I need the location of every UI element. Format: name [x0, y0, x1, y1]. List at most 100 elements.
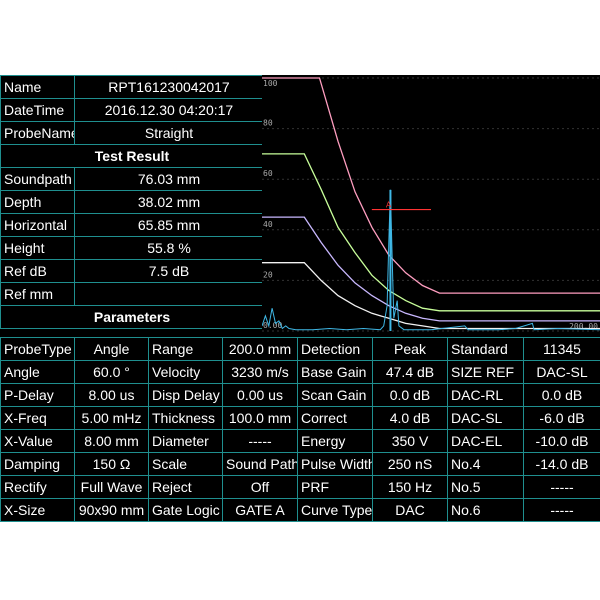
parameters-heading: Parameters [0, 305, 264, 329]
info-row: Height 55.8 % [0, 236, 264, 260]
parameter-label: Energy [297, 429, 373, 453]
parameter-label: X-Value [0, 429, 75, 453]
parameter-value: Angle [74, 337, 149, 361]
info-row: Horizontal 65.85 mm [0, 213, 264, 237]
parameter-value: 4.0 dB [372, 406, 448, 430]
x-end-label: 200.00 [569, 322, 598, 331]
parameter-row: Damping 150 Ω Scale Sound Path Pulse Width 25… [0, 452, 600, 476]
info-label-datetime: DateTime [0, 98, 75, 122]
info-value-name: RPT161230042017 [74, 75, 264, 99]
parameter-label: Base Gain [297, 360, 373, 384]
parameter-label: Thickness [148, 406, 223, 430]
parameter-value: 11345 [523, 337, 600, 361]
parameter-row: X-Freq 5.00 mHz Thickness 100.0 mm Correct 4.… [0, 406, 600, 430]
y-tick-label: 80 [263, 119, 273, 128]
dac-curve-sl [262, 153, 600, 312]
parameter-value: 250 nS [372, 452, 448, 476]
y-tick-label: 60 [263, 169, 273, 178]
parameter-label: No.6 [447, 498, 524, 522]
parameter-label: Rectify [0, 475, 75, 499]
parameter-value: 8.00 us [74, 383, 149, 407]
parameter-label: DAC-SL [447, 406, 524, 430]
parameter-row: P-Delay 8.00 us Disp Delay 0.00 us Scan Gain… [0, 383, 600, 407]
parameter-value: 90x90 mm [74, 498, 149, 522]
info-value-height: 55.8 % [74, 236, 264, 260]
y-tick-label: 40 [263, 220, 273, 229]
info-value-depth: 38.02 mm [74, 190, 264, 214]
parameter-row: Rectify Full Wave Reject Off PRF 150 Hz No.5 --… [0, 475, 600, 499]
info-label-soundpath: Soundpath [0, 167, 75, 191]
parameter-value: 5.00 mHz [74, 406, 149, 430]
parameter-value: DAC-SL [523, 360, 600, 384]
parameter-label: DAC-RL [447, 383, 524, 407]
parameter-label: No.5 [447, 475, 524, 499]
parameter-label: Angle [0, 360, 75, 384]
parameter-value: 0.0 dB [372, 383, 448, 407]
parameter-label: P-Delay [0, 383, 75, 407]
parameter-label: Disp Delay [148, 383, 223, 407]
info-label-refdb: Ref dB [0, 259, 75, 283]
parameter-value: 150 Hz [372, 475, 448, 499]
parameter-label: Correct [297, 406, 373, 430]
parameter-label: Scale [148, 452, 223, 476]
parameter-label: SIZE REF [447, 360, 524, 384]
parameter-value: -14.0 dB [523, 452, 600, 476]
section-row: Parameters [0, 305, 264, 329]
info-label-depth: Depth [0, 190, 75, 214]
parameter-value: 60.0 ° [74, 360, 149, 384]
info-row: DateTime 2016.12.30 04:20:17 [0, 98, 264, 122]
section-row: Test Result [0, 144, 264, 168]
parameter-value: Off [222, 475, 298, 499]
info-row: Ref mm [0, 282, 264, 306]
info-row: Ref dB 7.5 dB [0, 259, 264, 283]
info-label-probename: ProbeName [0, 121, 75, 145]
parameter-row: ProbeType Angle Range 200.0 mm Detection Peak… [0, 337, 600, 361]
info-row: Name RPT161230042017 [0, 75, 264, 99]
info-value-datetime: 2016.12.30 04:20:17 [74, 98, 264, 122]
parameter-label: X-Freq [0, 406, 75, 430]
parameter-label: Curve Type [297, 498, 373, 522]
parameter-row: X-Size 90x90 mm Gate Logic GATE A Curve Type… [0, 498, 600, 522]
dac-curve-rl [262, 77, 600, 294]
info-value-refdb: 7.5 dB [74, 259, 264, 283]
parameter-value: -10.0 dB [523, 429, 600, 453]
info-row: Soundpath 76.03 mm [0, 167, 264, 191]
y-tick-label: 0.00 [263, 321, 282, 330]
parameter-label: DAC-EL [447, 429, 524, 453]
parameter-value: ----- [523, 475, 600, 499]
parameters-table: ProbeType Angle Range 200.0 mm Detection Peak… [0, 337, 600, 522]
echo-trace [262, 189, 600, 331]
parameter-label: No.4 [447, 452, 524, 476]
parameter-value: 100.0 mm [222, 406, 298, 430]
y-tick-label: 100 [263, 79, 278, 88]
parameter-value: Sound Path [222, 452, 298, 476]
parameter-label: Velocity [148, 360, 223, 384]
parameter-label: Reject [148, 475, 223, 499]
parameter-row: X-Value 8.00 mm Diameter ----- Energy 350 V DA… [0, 429, 600, 453]
parameter-value: Peak [372, 337, 448, 361]
parameter-label: Pulse Width [297, 452, 373, 476]
info-value-refmm [74, 282, 264, 306]
info-row: Depth 38.02 mm [0, 190, 264, 214]
parameter-value: GATE A [222, 498, 298, 522]
parameter-value: 3230 m/s [222, 360, 298, 384]
parameter-value: 350 V [372, 429, 448, 453]
parameter-value: DAC [372, 498, 448, 522]
parameter-label: Standard [447, 337, 524, 361]
parameter-label: Damping [0, 452, 75, 476]
report-screen: Name RPT161230042017 DateTime 2016.12.30… [0, 75, 600, 522]
a-scan-display: 100 80 60 40 20 0.00 200.00 A [262, 75, 600, 337]
dac-curve-4 [262, 262, 600, 330]
info-label-height: Height [0, 236, 75, 260]
parameter-value: 8.00 mm [74, 429, 149, 453]
parameter-value: -6.0 dB [523, 406, 600, 430]
parameter-value: ----- [523, 498, 600, 522]
parameter-value: ----- [222, 429, 298, 453]
parameter-value: 150 Ω [74, 452, 149, 476]
y-tick-label: 20 [263, 270, 273, 279]
parameter-value: Full Wave [74, 475, 149, 499]
parameter-label: ProbeType [0, 337, 75, 361]
gate-a-label: A [386, 201, 392, 210]
parameter-label: Detection [297, 337, 373, 361]
info-table: Name RPT161230042017 DateTime 2016.12.30… [0, 75, 264, 329]
